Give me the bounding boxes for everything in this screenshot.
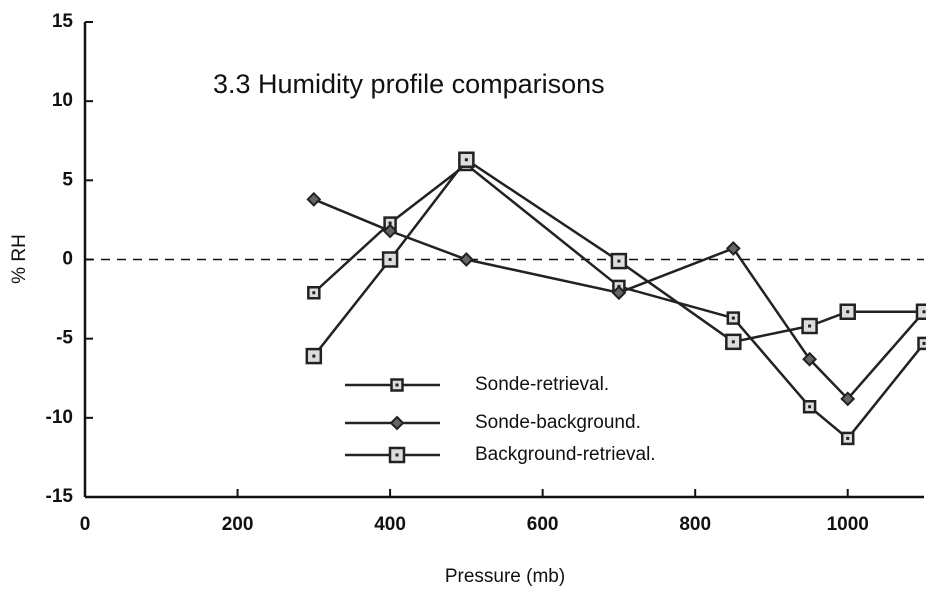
marker-dot — [395, 453, 399, 457]
y-tick-label: -15 — [46, 486, 74, 507]
marker — [725, 241, 741, 256]
legend-label: Sonde-retrieval. — [475, 374, 609, 395]
marker — [840, 391, 856, 407]
marker-dot — [846, 436, 850, 440]
marker-dot — [731, 340, 735, 344]
marker-dot — [617, 259, 621, 263]
x-tick-label: 0 — [80, 514, 91, 535]
series-line — [312, 162, 925, 441]
marker — [917, 336, 926, 351]
x-axis-label: Pressure (mb) — [445, 566, 565, 587]
marker — [382, 223, 398, 239]
x-tick-label: 1000 — [827, 514, 869, 535]
marker-dot — [922, 341, 926, 345]
x-tick-label: 600 — [527, 514, 559, 535]
marker — [389, 415, 405, 431]
legend-label: Background-retrieval. — [475, 444, 656, 465]
marker — [306, 191, 322, 207]
marker — [611, 285, 627, 301]
marker-dot — [312, 354, 316, 358]
y-axis-label: % RH — [9, 234, 30, 284]
marker-dot — [312, 291, 316, 295]
marker-dot — [395, 383, 399, 387]
legend-label: Sonde-background. — [475, 412, 641, 433]
marker-dot — [388, 258, 392, 261]
marker — [915, 303, 926, 320]
y-tick-label: -5 — [56, 328, 73, 349]
marker-dot — [464, 158, 468, 162]
marker-dot — [731, 316, 735, 320]
y-tick-label: -10 — [46, 407, 73, 428]
marker-dot — [846, 310, 850, 314]
marker — [458, 252, 474, 267]
marker-dot — [808, 324, 812, 328]
x-tick-label: 200 — [222, 514, 254, 535]
x-tick-label: 400 — [374, 514, 406, 535]
x-tick-label: 800 — [679, 514, 711, 535]
marker-dot — [388, 221, 392, 225]
y-tick-label: 10 — [52, 90, 73, 111]
chart-title: 3.3 Humidity profile comparisons — [213, 69, 605, 99]
marker-dot — [808, 405, 812, 409]
marker — [802, 351, 818, 367]
marker-dot — [922, 310, 926, 314]
y-tick-label: 5 — [62, 169, 73, 190]
y-tick-label: 15 — [52, 11, 74, 32]
y-tick-label: 0 — [62, 249, 73, 270]
series-line — [313, 198, 925, 401]
